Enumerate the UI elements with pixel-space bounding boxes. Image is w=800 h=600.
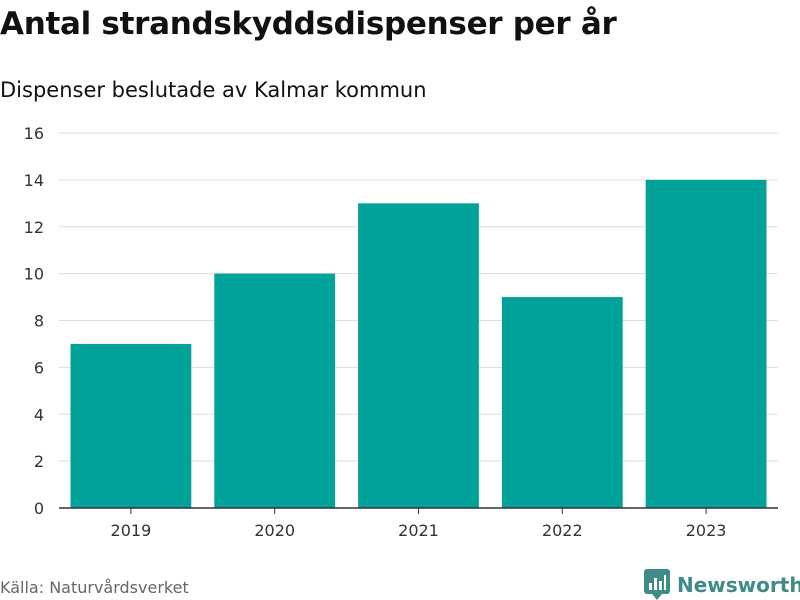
source-note: Källa: Naturvårdsverket bbox=[0, 578, 189, 597]
x-tick-label: 2022 bbox=[542, 521, 583, 540]
brand-name: Newsworthy bbox=[677, 572, 800, 597]
x-tick-label: 2020 bbox=[254, 521, 295, 540]
newsworthy-logo-icon bbox=[644, 569, 670, 600]
bar-2019 bbox=[70, 343, 192, 508]
x-tick-label: 2023 bbox=[686, 521, 727, 540]
x-tick-label: 2021 bbox=[398, 521, 439, 540]
y-tick-label: 14 bbox=[24, 171, 44, 190]
y-tick-label: 12 bbox=[24, 218, 44, 237]
x-axis-ticks: 2019 2020 2021 2022 2023 bbox=[111, 508, 727, 540]
bars bbox=[70, 179, 767, 508]
bar-2022 bbox=[501, 297, 623, 508]
y-axis-ticks: 0 2 4 6 8 10 12 14 16 bbox=[24, 124, 44, 518]
brand-logo: Newsworthy bbox=[644, 569, 800, 600]
chart-title: Antal strandskyddsdispenser per år bbox=[0, 6, 617, 42]
x-tick-label: 2019 bbox=[111, 521, 152, 540]
bar-2023 bbox=[645, 179, 767, 508]
y-tick-label: 0 bbox=[34, 499, 44, 518]
y-tick-label: 2 bbox=[34, 452, 44, 471]
bar-2020 bbox=[214, 273, 336, 508]
y-tick-label: 10 bbox=[24, 265, 44, 284]
chart-subtitle: Dispenser beslutade av Kalmar kommun bbox=[0, 78, 427, 102]
bar-2021 bbox=[358, 203, 479, 508]
y-tick-label: 8 bbox=[34, 312, 44, 331]
bar-chart: 0 2 4 6 8 10 12 14 16 2019 2020 2021 2022 2023 bbox=[24, 124, 778, 540]
y-tick-label: 6 bbox=[34, 358, 44, 377]
y-tick-label: 16 bbox=[24, 124, 44, 143]
y-tick-label: 4 bbox=[34, 405, 44, 424]
